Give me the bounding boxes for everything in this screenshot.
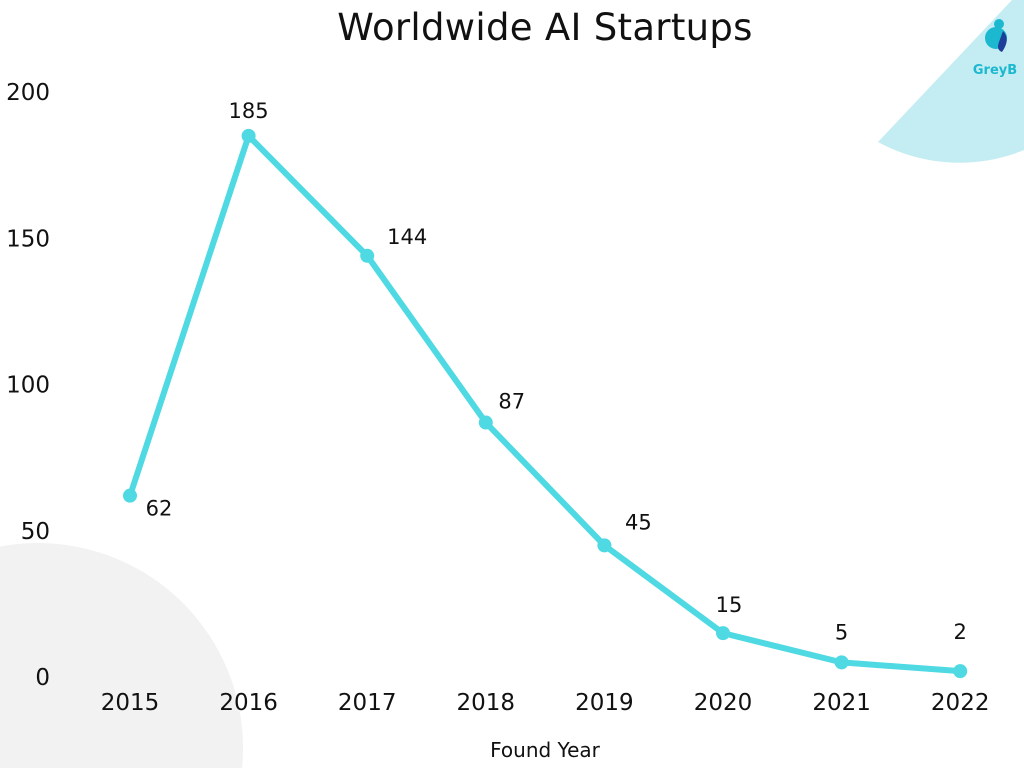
data-label: 15: [716, 593, 743, 617]
data-point: [834, 655, 849, 670]
logo-head-icon: [994, 19, 1004, 29]
chart-title: Worldwide AI Startups: [337, 6, 753, 49]
y-axis: 0 50 100 150 200: [6, 80, 50, 691]
x-tick-label: 2017: [338, 690, 397, 716]
data-label: 87: [498, 390, 525, 414]
y-tick-label: 0: [35, 665, 50, 691]
x-tick-label: 2015: [101, 690, 160, 716]
series-group: [123, 128, 968, 679]
data-label: 144: [387, 225, 427, 249]
y-tick-label: 200: [6, 80, 50, 106]
data-label: 5: [835, 620, 848, 644]
data-point: [123, 488, 137, 503]
y-tick-label: 150: [6, 226, 50, 252]
x-tick-label: 2020: [694, 690, 753, 716]
y-tick-label: 100: [6, 373, 50, 399]
data-point: [478, 415, 493, 430]
y-tick-label: 50: [21, 519, 50, 545]
data-label: 2: [954, 620, 967, 644]
data-labels: 62 185 144 87 45 15 5 2: [146, 99, 967, 645]
data-label: 62: [146, 497, 173, 521]
data-point: [360, 248, 375, 263]
data-label: 45: [625, 510, 652, 534]
series-line: [127, 132, 964, 675]
logo-accent-icon: [998, 31, 1007, 52]
logo-text: GreyB: [973, 63, 1017, 78]
x-tick-label: 2022: [931, 690, 990, 716]
x-tick-label: 2019: [575, 690, 634, 716]
data-point: [597, 538, 612, 553]
x-tick-label: 2018: [457, 690, 516, 716]
greyb-logo: GreyB: [973, 19, 1017, 78]
bottom-left-gray-shape: [0, 543, 243, 768]
x-axis-label: Found Year: [490, 738, 601, 762]
x-axis: 2015 2016 2017 2018 2019 2020 2021 2022: [101, 690, 990, 716]
x-tick-label: 2016: [219, 690, 278, 716]
x-tick-label: 2021: [812, 690, 871, 716]
data-label: 185: [229, 99, 269, 123]
data-point: [241, 128, 256, 143]
data-point: [716, 626, 730, 641]
data-point: [953, 664, 968, 679]
